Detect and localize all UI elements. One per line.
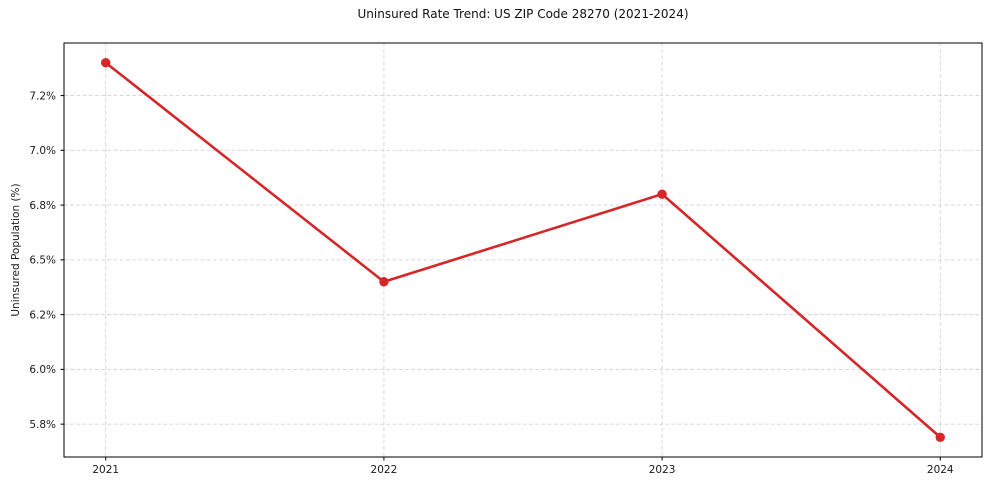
y-tick-label: 5.8% — [29, 419, 56, 431]
plot-frame — [63, 42, 983, 458]
data-point-2022 — [379, 277, 389, 287]
y-tick-label: 7.0% — [29, 145, 56, 157]
x-tick-label: 2024 — [927, 464, 954, 476]
data-point-2023 — [657, 189, 667, 199]
trend-line — [104, 61, 942, 439]
y-tick-label: 7.2% — [29, 90, 56, 102]
x-tick-label: 2023 — [649, 464, 676, 476]
y-tick-label: 6.2% — [29, 309, 56, 321]
y-tick-label: 6.5% — [29, 255, 56, 267]
y-tick-label: 6.0% — [29, 364, 56, 376]
y-tick-label: 6.8% — [29, 200, 56, 212]
x-tick-label: 2021 — [92, 464, 119, 476]
data-point-2021 — [101, 58, 111, 68]
chart-title: Uninsured Rate Trend: US ZIP Code 28270 … — [357, 7, 689, 21]
data-point-2024 — [935, 432, 945, 442]
x-tick-label: 2022 — [371, 464, 398, 476]
